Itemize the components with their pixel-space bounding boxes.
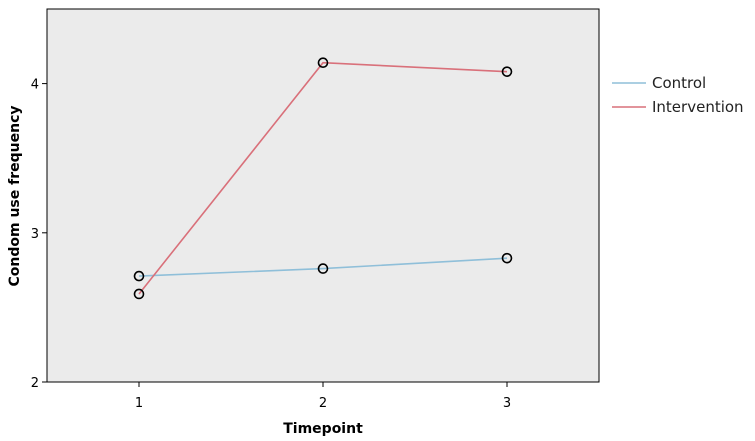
series-lines [138, 61, 508, 295]
series-line-intervention [138, 61, 508, 295]
x-axis-title: Timepoint [283, 421, 363, 437]
x-tick-label: 1 [135, 396, 143, 411]
data-point-intervention [501, 66, 513, 77]
series-points [133, 57, 513, 300]
x-axis: 1 2 3 [135, 382, 511, 411]
data-point-control [317, 263, 329, 274]
data-point-intervention [133, 288, 145, 300]
data-point-control [133, 270, 145, 282]
legend-label-control: Control [652, 74, 706, 92]
legend: Control Intervention [612, 74, 744, 116]
data-point-intervention [317, 57, 329, 69]
legend-label-intervention: Intervention [652, 98, 744, 116]
y-tick-label: 3 [31, 227, 39, 242]
y-axis-title: Condom use frequency [7, 106, 23, 287]
series-line-control [138, 257, 508, 277]
x-tick-label: 2 [319, 396, 327, 411]
data-point-control [501, 252, 513, 264]
y-tick-label: 4 [31, 78, 39, 93]
x-tick-label: 3 [503, 396, 511, 411]
y-axis: 2 3 4 [31, 78, 47, 391]
plot-area [46, 8, 600, 383]
y-tick-label: 2 [31, 376, 39, 391]
